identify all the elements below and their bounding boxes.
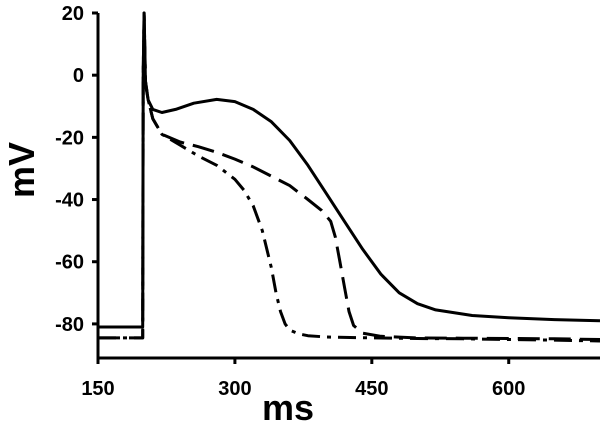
y-tick-label: -40 — [55, 190, 84, 212]
y-tick-label: -20 — [55, 127, 84, 149]
traces — [98, 11, 600, 343]
y-axis-title: mV — [1, 142, 42, 198]
x-axis-title: ms — [262, 387, 314, 426]
x-tick-label: 150 — [81, 378, 114, 400]
series-line-dashed — [98, 11, 600, 341]
x-tick-label: 450 — [355, 378, 388, 400]
x-tick-label: 300 — [218, 378, 251, 400]
x-tick-label: 600 — [492, 378, 525, 400]
y-tick-label: 20 — [62, 3, 84, 25]
y-tick-label: -80 — [55, 314, 84, 336]
series-line-solid — [98, 11, 600, 329]
axes — [96, 13, 600, 360]
y-tick-label: -60 — [55, 252, 84, 274]
y-tick-label: 0 — [73, 65, 84, 87]
series-line-dash-dot — [98, 11, 600, 343]
ticks: 20 0 -20 -40 -60 -80 150 300 450 600 — [55, 3, 525, 400]
